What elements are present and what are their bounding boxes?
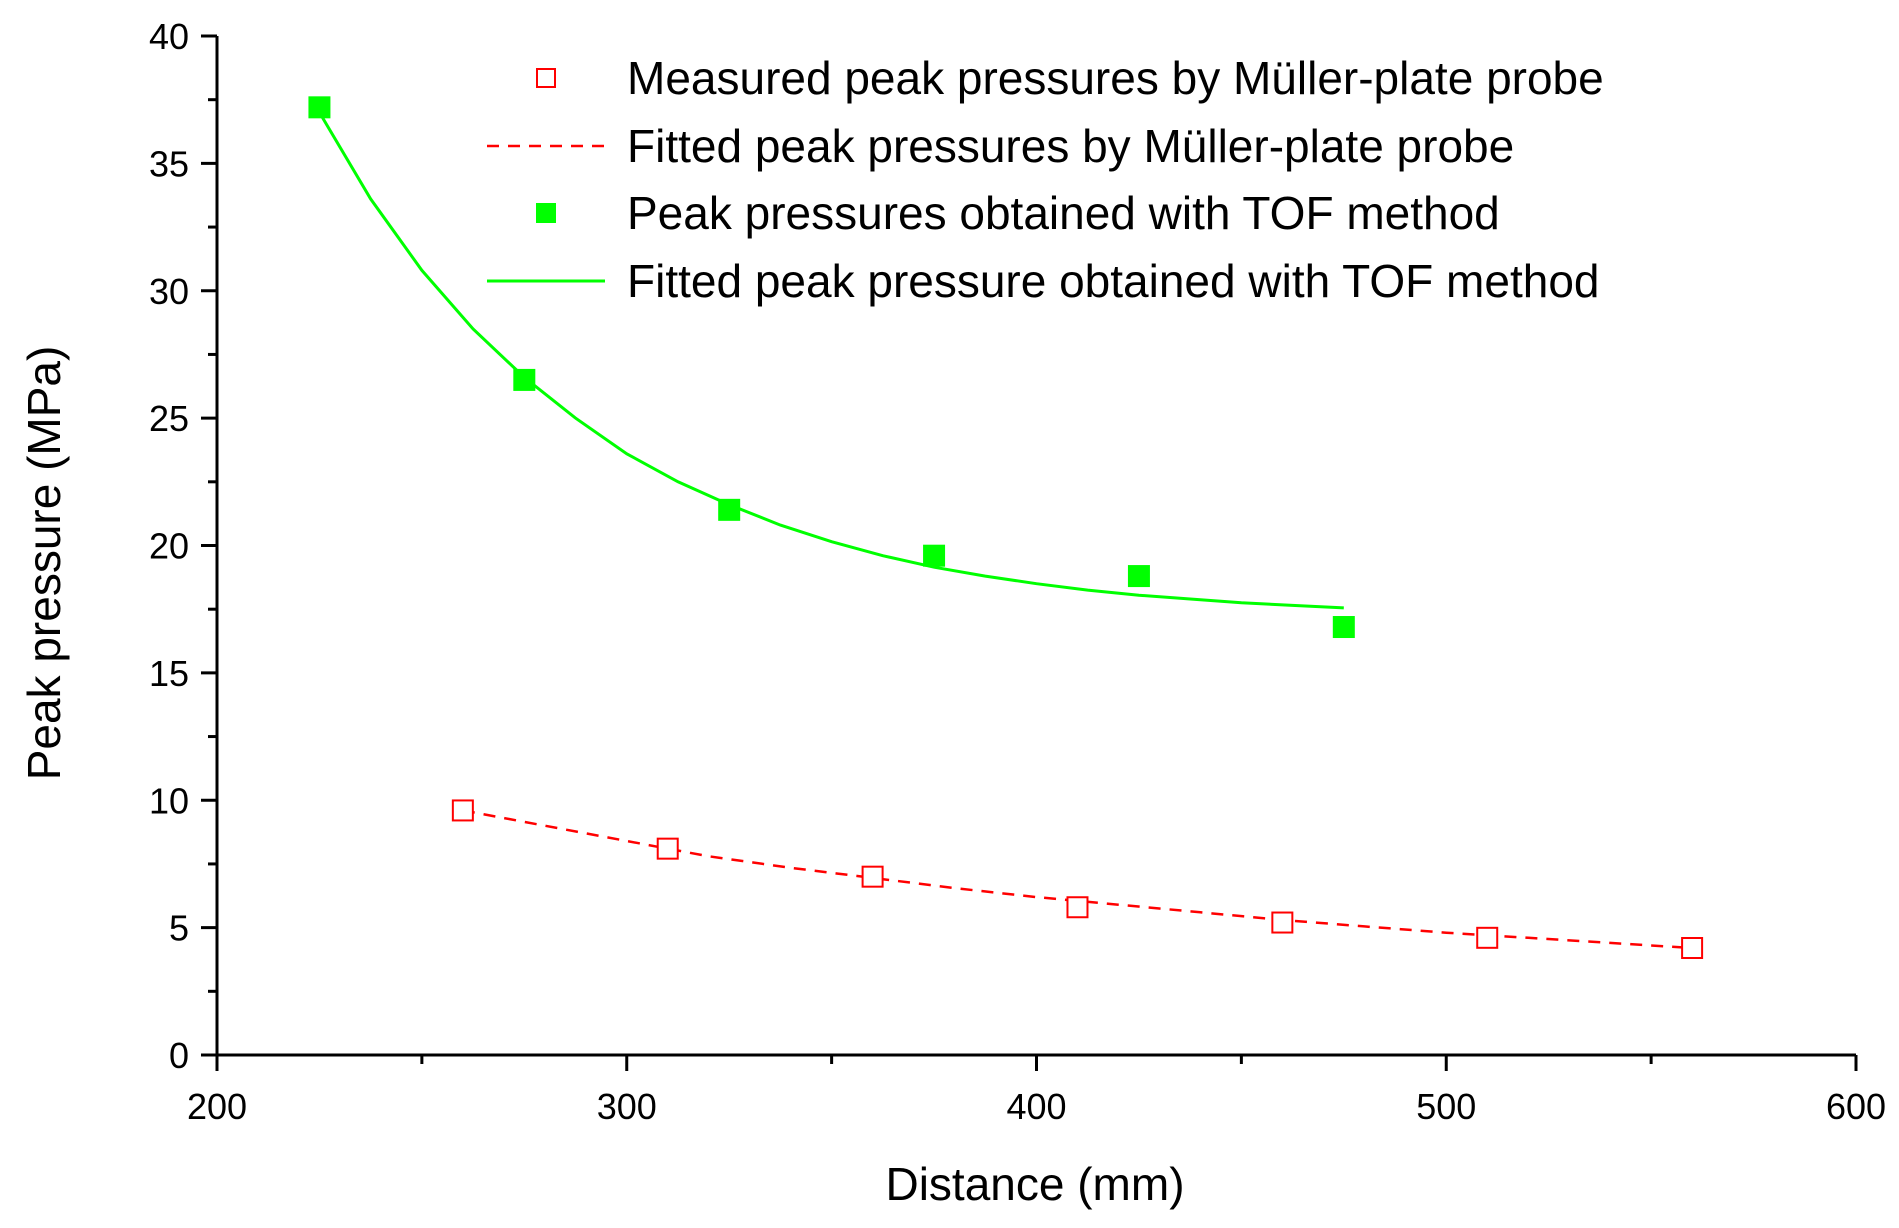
legend: Measured peak pressures by Müller-plate … (487, 52, 1604, 307)
series-line-1 (462, 809, 1693, 950)
legend-label-2: Peak pressures obtained with TOF method (627, 187, 1500, 239)
y-axis-title: Peak pressure (MPa) (18, 346, 70, 781)
x-tick-label: 300 (597, 1086, 657, 1127)
x-axis-ticks: 200 300 400 500 600 (187, 1055, 1886, 1127)
y-tick-label: 0 (169, 1035, 189, 1076)
data-point-tof (718, 498, 741, 521)
y-tick-label: 25 (149, 398, 189, 439)
data-point-tof (1127, 565, 1150, 588)
y-tick-label: 35 (149, 143, 189, 184)
data-point-measured (1476, 926, 1499, 949)
y-tick-label: 40 (149, 16, 189, 57)
y-tick-label: 30 (149, 271, 189, 312)
data-point-tof (513, 368, 536, 391)
data-point-measured (1271, 911, 1294, 934)
data-point-measured (451, 799, 474, 822)
series-line-3 (318, 111, 1344, 610)
data-point-measured (861, 865, 884, 888)
data-point-measured (1681, 937, 1704, 960)
data-point-tof (1332, 616, 1355, 639)
y-tick-label: 5 (169, 908, 189, 949)
data-point-measured (656, 837, 679, 860)
legend-filled-square-symbol (536, 203, 556, 223)
legend-label-1: Fitted peak pressures by Müller-plate pr… (627, 120, 1514, 172)
x-tick-label: 600 (1826, 1086, 1886, 1127)
data-point-measured (1066, 896, 1089, 919)
y-tick-label: 20 (149, 526, 189, 567)
x-tick-label: 500 (1416, 1086, 1476, 1127)
y-tick-label: 10 (149, 780, 189, 821)
legend-label-3: Fitted peak pressure obtained with TOF m… (627, 255, 1600, 307)
x-tick-label: 200 (187, 1086, 247, 1127)
legend-label-0: Measured peak pressures by Müller-plate … (627, 52, 1604, 104)
plot-area (308, 96, 1704, 960)
y-tick-label: 15 (149, 653, 189, 694)
x-axis-title: Distance (mm) (885, 1158, 1184, 1210)
data-point-tof (923, 544, 946, 567)
data-point-tof (308, 96, 331, 119)
legend-open-square-symbol (536, 68, 556, 88)
y-axis-ticks: 0 5 10 15 20 25 30 35 40 (149, 16, 217, 1076)
axes: 200 300 400 500 600 0 5 10 15 20 25 30 35 40 (149, 16, 1886, 1127)
x-tick-label: 400 (1006, 1086, 1066, 1127)
